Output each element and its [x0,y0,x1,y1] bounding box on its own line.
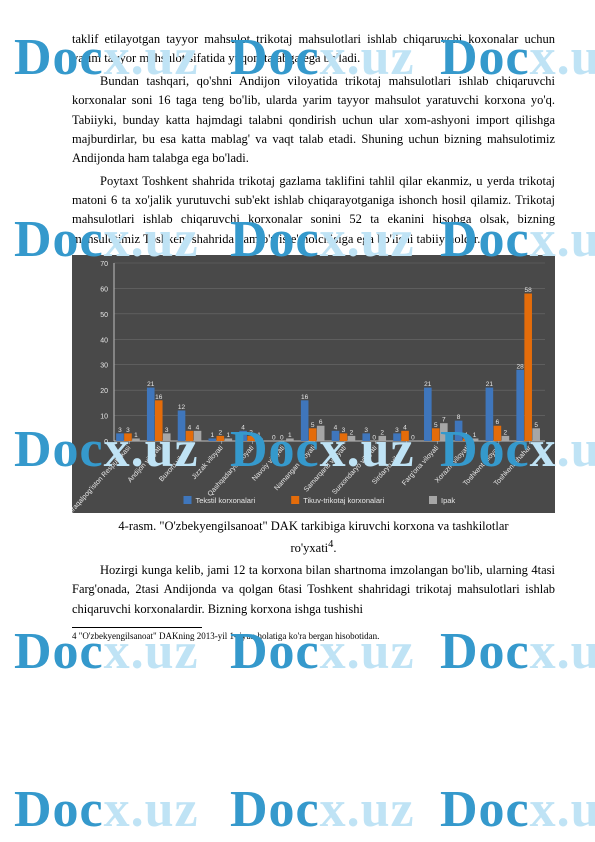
svg-text:20: 20 [100,388,108,395]
svg-text:3: 3 [165,427,169,434]
svg-text:0: 0 [280,435,284,442]
svg-text:12: 12 [178,404,186,411]
svg-text:70: 70 [100,261,108,268]
bar-chart: 0102030405060703312116312441214210011656… [72,255,555,513]
svg-text:0: 0 [372,435,376,442]
svg-text:10: 10 [100,414,108,421]
svg-text:2: 2 [504,430,508,437]
svg-text:5: 5 [311,422,315,429]
page-content: taklif etilayotgan tayyor mahsulot triko… [72,30,555,647]
chart-svg: 0102030405060703312116312441214210011656… [72,255,555,513]
svg-text:5: 5 [434,422,438,429]
paragraph-1: taklif etilayotgan tayyor mahsulot triko… [72,30,555,69]
svg-text:1: 1 [210,432,214,439]
paragraph-4: Hozirgi kunga kelib, jami 12 ta korxona … [72,561,555,619]
svg-text:3: 3 [118,427,122,434]
svg-text:4: 4 [403,424,407,431]
svg-text:Tekstil korxonalari: Tekstil korxonalari [196,496,256,505]
svg-text:60: 60 [100,287,108,294]
svg-text:2: 2 [249,430,253,437]
svg-text:28: 28 [517,363,525,370]
svg-text:1: 1 [288,432,292,439]
svg-text:16: 16 [301,394,309,401]
svg-text:Tikuv-trikotaj korxonalari: Tikuv-trikotaj korxonalari [303,496,384,505]
svg-text:1: 1 [465,432,469,439]
svg-text:0: 0 [411,435,415,442]
watermark: Docx.uz [230,780,415,839]
svg-text:21: 21 [147,381,155,388]
svg-text:4: 4 [241,424,245,431]
svg-text:4: 4 [196,424,200,431]
svg-text:8: 8 [457,414,461,421]
caption-line-1: 4-rasm. "O'zbekyengilsanoat" DAK tarkibi… [118,519,508,533]
svg-text:16: 16 [155,394,163,401]
svg-text:4: 4 [188,424,192,431]
footnote-rule [72,627,202,628]
svg-text:2: 2 [380,430,384,437]
caption-line-2: ro'yxati [291,541,329,555]
svg-text:21: 21 [424,381,432,388]
svg-text:3: 3 [342,427,346,434]
svg-text:3: 3 [126,427,130,434]
svg-text:4: 4 [334,424,338,431]
svg-text:6: 6 [496,419,500,426]
svg-text:30: 30 [100,363,108,370]
svg-text:5: 5 [534,422,538,429]
svg-text:0: 0 [104,439,108,446]
svg-text:1: 1 [473,432,477,439]
svg-text:6: 6 [319,419,323,426]
svg-text:Jizzak viloyati: Jizzak viloyati [191,444,225,481]
svg-text:1: 1 [226,432,230,439]
svg-text:50: 50 [100,312,108,319]
svg-text:Navoiy viloyati: Navoiy viloyati [251,444,286,482]
svg-text:1: 1 [257,432,261,439]
watermark: Docx.uz [440,780,595,839]
svg-text:Qoraqalpog'iston Respublikasi: Qoraqalpog'iston Respublikasi [72,444,133,513]
svg-text:0: 0 [272,435,276,442]
svg-text:3: 3 [395,427,399,434]
chart-caption: 4-rasm. "O'zbekyengilsanoat" DAK tarkibi… [72,517,555,558]
svg-text:7: 7 [442,417,446,424]
svg-text:21: 21 [486,381,494,388]
paragraph-3: Poytaxt Toshkent shahrida trikotaj gazla… [72,172,555,250]
svg-text:1: 1 [134,432,138,439]
svg-text:2: 2 [350,430,354,437]
watermark: Docx.uz [14,780,199,839]
paragraph-2: Bundan tashqari, qo'shni Andijon viloyat… [72,72,555,169]
svg-text:3: 3 [364,427,368,434]
svg-text:58: 58 [525,287,533,294]
svg-text:2: 2 [218,430,222,437]
caption-dot: . [333,541,336,555]
footnote: 4 "O'zbekyengilsanoat" DAKning 2013-yil … [72,630,555,644]
svg-text:Ipak: Ipak [441,496,455,505]
svg-text:40: 40 [100,337,108,344]
svg-text:Buxoro viloyati: Buxoro viloyati [158,444,194,483]
